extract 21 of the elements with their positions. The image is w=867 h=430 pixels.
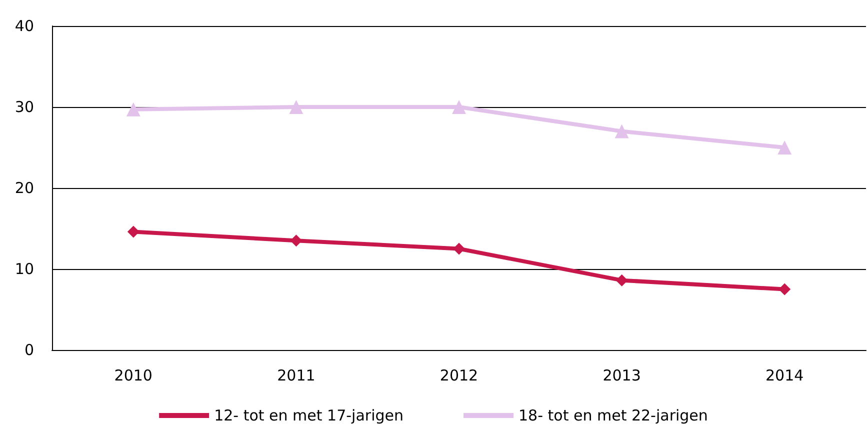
y-tick-label: 30 xyxy=(14,98,34,116)
point xyxy=(616,274,628,286)
y-tick-label: 10 xyxy=(14,260,34,278)
point xyxy=(126,102,140,116)
y-tick-label: 40 xyxy=(14,17,34,35)
point xyxy=(453,242,465,255)
point xyxy=(127,226,140,238)
y-tick-label: 0 xyxy=(24,341,34,359)
y-tick-label: 20 xyxy=(14,179,34,197)
point xyxy=(289,100,304,114)
point xyxy=(452,100,466,114)
x-tick-label: 2014 xyxy=(766,366,804,384)
x-tick-label: 2011 xyxy=(277,366,316,384)
legend-label: 18- tot en met 22-jarigen xyxy=(518,406,708,424)
point xyxy=(614,124,629,138)
x-tick-label: 2013 xyxy=(602,366,641,384)
point xyxy=(778,140,792,154)
legend-label: 12- tot en met 17-jarigen xyxy=(214,406,404,424)
x-tick-label: 2012 xyxy=(440,366,478,384)
point xyxy=(778,283,791,296)
x-tick-label: 2010 xyxy=(114,366,152,384)
